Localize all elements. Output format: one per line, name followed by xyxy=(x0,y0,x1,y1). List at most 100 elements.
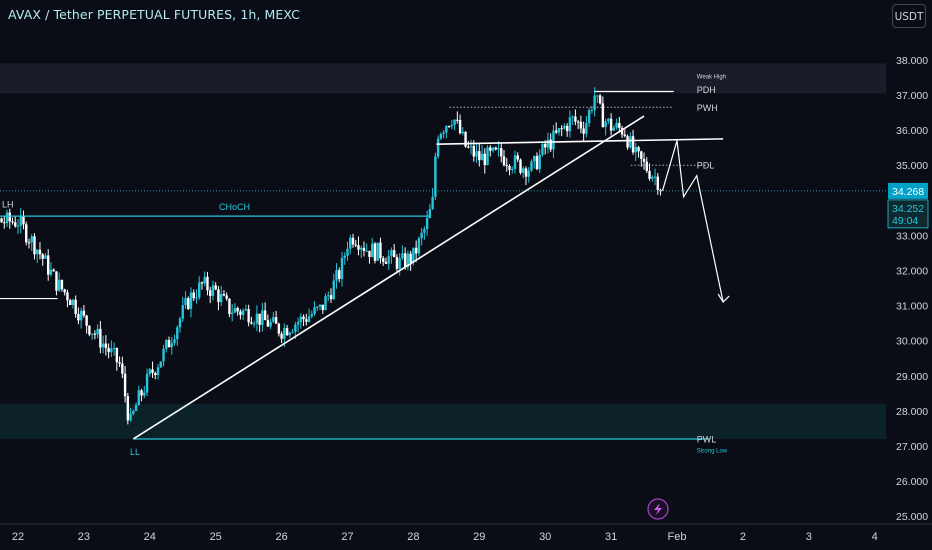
candle-body xyxy=(112,348,116,350)
pwh-label: PWH xyxy=(697,103,718,113)
candle-body xyxy=(590,110,594,112)
candle-body xyxy=(500,148,503,157)
candle-body xyxy=(41,254,44,259)
candle-body xyxy=(14,222,17,227)
candle-body xyxy=(36,249,39,255)
candle-body xyxy=(450,125,454,127)
candle-body xyxy=(79,310,83,321)
candle-body xyxy=(261,310,264,325)
candle-body xyxy=(480,153,484,161)
candle-body xyxy=(121,363,124,374)
candle-body xyxy=(478,151,481,161)
candle-body xyxy=(642,158,646,162)
candle-body xyxy=(316,306,319,308)
candle-body xyxy=(335,270,338,281)
candle-body xyxy=(439,133,443,139)
candle-body xyxy=(579,121,583,129)
candle-body xyxy=(409,253,412,263)
candle-body xyxy=(497,148,500,150)
candle-body xyxy=(362,247,366,251)
candle-body xyxy=(159,361,162,368)
candle-body xyxy=(129,413,132,421)
candle-body xyxy=(637,146,640,152)
candle-body xyxy=(187,298,190,309)
candle-body xyxy=(634,146,638,153)
candle-body xyxy=(414,247,418,254)
candle-body xyxy=(269,321,272,327)
candle-body xyxy=(434,156,437,197)
candle-body xyxy=(371,243,374,258)
candle-body xyxy=(618,122,621,128)
candle-body xyxy=(631,136,635,153)
candle-body xyxy=(541,143,544,155)
candle-body xyxy=(19,216,22,226)
candle-body xyxy=(145,373,149,393)
candle-body xyxy=(486,147,489,166)
candle-body xyxy=(247,309,250,323)
candle-body xyxy=(458,120,462,134)
candle-body xyxy=(645,161,648,172)
candle-body xyxy=(598,95,602,104)
candle-body xyxy=(508,165,511,170)
candle-body xyxy=(390,250,393,257)
candle-body xyxy=(607,118,610,122)
candle-body xyxy=(233,307,237,313)
currency-button[interactable]: USDT xyxy=(892,4,926,28)
candle-body xyxy=(324,296,327,311)
candle-body xyxy=(252,323,256,325)
price-tick-label: 33.000 xyxy=(896,230,928,242)
candle-body xyxy=(524,168,528,177)
candle-body xyxy=(445,126,448,133)
candle-body xyxy=(549,139,552,150)
candle-body xyxy=(280,333,283,339)
candle-body xyxy=(601,103,605,128)
time-tick-label: 29 xyxy=(473,531,485,543)
candle-body xyxy=(294,324,297,332)
projection-path[interactable] xyxy=(661,140,724,303)
trendline[interactable] xyxy=(132,115,645,440)
candle-body xyxy=(25,224,28,243)
candle-body xyxy=(263,310,267,321)
candle-body xyxy=(189,292,193,309)
candle-body xyxy=(318,304,322,307)
candle-body xyxy=(401,253,404,259)
price-tick-label: 30.000 xyxy=(896,336,928,348)
candle-body xyxy=(563,125,566,129)
candle-body xyxy=(154,373,157,376)
candle-body xyxy=(651,176,654,179)
candle-body xyxy=(110,348,113,353)
countdown-text: 49:04 xyxy=(892,215,918,227)
candle-body xyxy=(360,247,363,250)
candle-body xyxy=(522,168,525,173)
time-tick-label: 23 xyxy=(78,531,90,543)
projection-arrowhead xyxy=(717,293,730,304)
candle-body xyxy=(620,127,624,135)
candle-body xyxy=(57,279,61,291)
candle-body xyxy=(615,122,618,128)
candle-body xyxy=(307,316,311,322)
price-tick-label: 35.000 xyxy=(896,160,928,172)
candle-body xyxy=(162,348,165,362)
candle-body xyxy=(379,242,382,259)
neckline[interactable] xyxy=(436,138,724,145)
candle-body xyxy=(513,155,517,170)
candle-body xyxy=(66,292,69,301)
candle-body xyxy=(283,328,286,339)
candle-body xyxy=(582,128,585,134)
candle-body xyxy=(538,154,541,170)
time-tick-label: 27 xyxy=(341,531,353,543)
candle-body xyxy=(453,119,456,126)
candle-body xyxy=(277,323,281,334)
candle-body xyxy=(266,320,270,327)
candle-body xyxy=(63,289,66,293)
candle-body xyxy=(33,236,36,255)
candle-body xyxy=(170,343,173,348)
candle-body xyxy=(530,161,533,171)
candle-body xyxy=(217,289,220,303)
candle-body xyxy=(340,257,344,279)
candle-body xyxy=(3,222,6,224)
candle-body xyxy=(447,126,451,128)
candle-body xyxy=(406,253,410,268)
